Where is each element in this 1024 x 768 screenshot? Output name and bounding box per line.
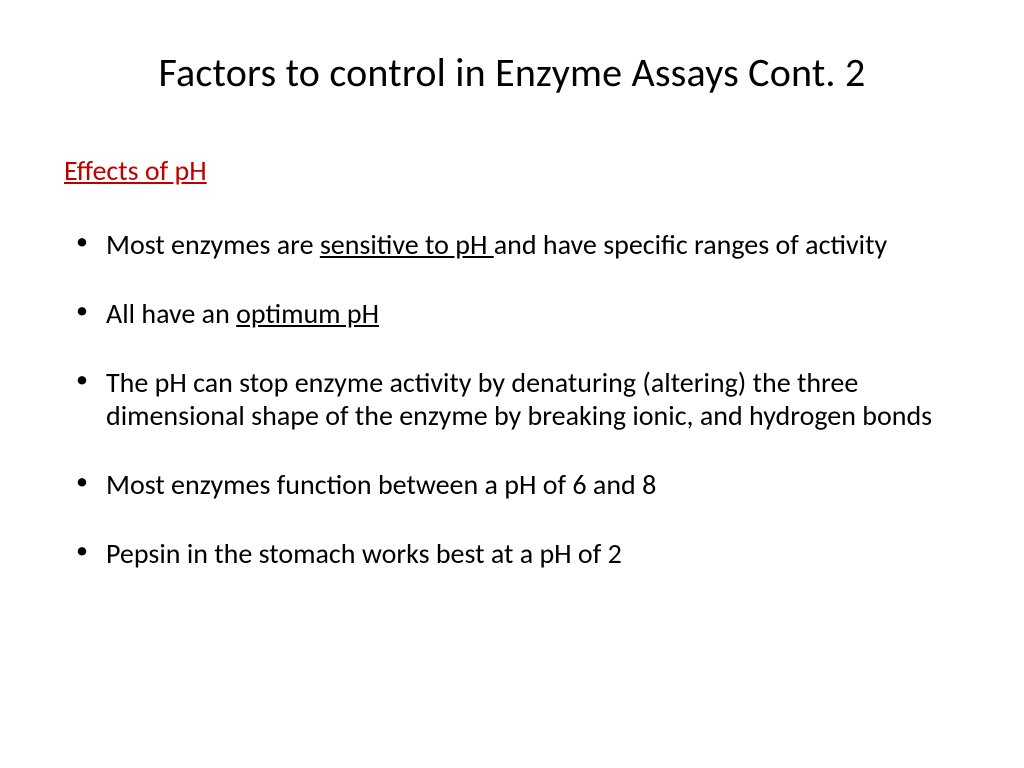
bullet-text-underlined: sensitive to pH xyxy=(320,227,494,262)
section-subhead: Effects of pH xyxy=(64,153,960,188)
bullet-item: The pH can stop enzyme activity by denat… xyxy=(106,366,960,432)
slide: Factors to control in Enzyme Assays Cont… xyxy=(0,0,1024,646)
slide-title: Factors to control in Enzyme Assays Cont… xyxy=(64,48,960,97)
bullet-text-pre: Most enzymes function between a pH of 6 … xyxy=(106,467,656,502)
bullet-text-pre: Most enzymes are xyxy=(106,227,320,262)
bullet-item: All have an optimum pH xyxy=(106,297,960,330)
bullet-item: Most enzymes are sensitive to pH and hav… xyxy=(106,228,960,261)
bullet-text-pre: Pepsin in the stomach works best at a pH… xyxy=(106,536,622,571)
bullet-text-pre: All have an xyxy=(106,296,236,331)
bullet-text-underlined: optimum pH xyxy=(236,296,379,331)
bullet-item: Most enzymes function between a pH of 6 … xyxy=(106,468,960,501)
bullet-list: Most enzymes are sensitive to pH and hav… xyxy=(64,228,960,570)
bullet-text-post: and have specific ranges of activity xyxy=(494,227,887,262)
bullet-item: Pepsin in the stomach works best at a pH… xyxy=(106,537,960,570)
bullet-text-pre: The pH can stop enzyme activity by denat… xyxy=(106,365,932,433)
